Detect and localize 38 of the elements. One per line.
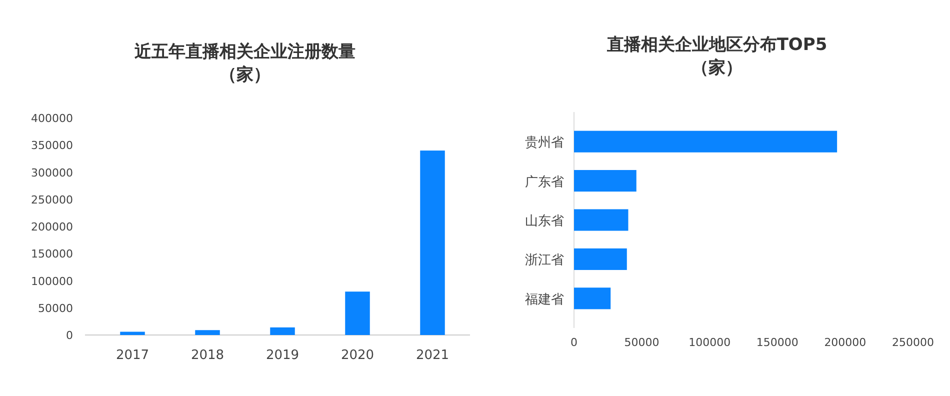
bar: [345, 292, 370, 335]
chart-title: 近五年直播相关企业注册数量: [134, 42, 356, 62]
chart-title: 直播相关企业地区分布TOP5: [606, 35, 828, 55]
bar: [270, 327, 295, 335]
x-tick-label: 2019: [266, 348, 300, 363]
y-tick-label: 广东省: [525, 174, 564, 190]
x-tick-label: 2018: [190, 348, 224, 363]
bar: [120, 332, 145, 335]
y-tick-label: 山东省: [525, 214, 564, 229]
bar: [574, 288, 611, 310]
bar: [420, 150, 445, 335]
x-tick-label: 2021: [416, 348, 450, 363]
bar: [574, 130, 838, 152]
x-tick-label: 200000: [824, 336, 866, 349]
chart-subtitle: （家）: [692, 58, 742, 78]
y-tick-label: 350000: [31, 139, 73, 152]
y-tick-label: 100000: [31, 274, 73, 288]
y-tick-label: 50000: [38, 302, 73, 315]
chart-subtitle: （家）: [220, 65, 270, 85]
y-tick-label: 200000: [31, 220, 73, 234]
y-tick-label: 250000: [31, 193, 73, 206]
x-tick-label: 100000: [688, 336, 731, 349]
bar: [574, 170, 636, 192]
bar: [195, 330, 220, 335]
y-tick-label: 福建省: [525, 292, 564, 308]
bar: [574, 209, 628, 231]
x-tick-label: 2020: [340, 348, 374, 363]
y-tick-label: 贵州省: [525, 136, 564, 151]
y-tick-label: 400000: [31, 112, 73, 125]
bar: [574, 248, 627, 270]
y-tick-label: 150000: [31, 248, 73, 261]
x-tick-label: 2017: [116, 348, 150, 363]
x-tick-label: 250000: [892, 336, 934, 349]
y-tick-label: 300000: [31, 166, 73, 180]
x-tick-label: 50000: [624, 336, 660, 349]
y-tick-label: 浙江省: [525, 253, 564, 268]
x-tick-label: 0: [570, 336, 578, 349]
x-tick-label: 150000: [756, 336, 798, 349]
